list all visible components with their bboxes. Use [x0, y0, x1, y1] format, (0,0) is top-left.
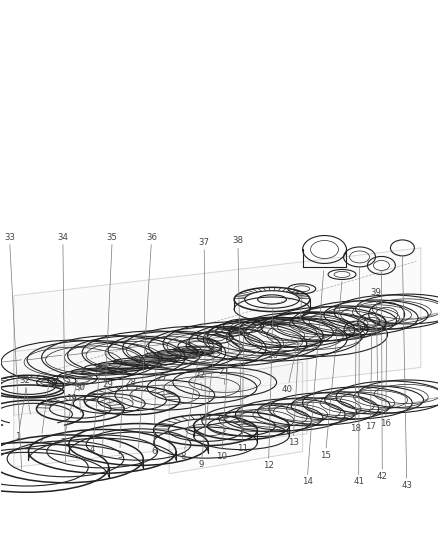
Text: 5: 5: [117, 372, 123, 459]
Text: 1: 1: [15, 387, 26, 441]
Text: 9: 9: [198, 343, 215, 469]
Polygon shape: [14, 319, 306, 467]
Text: 6: 6: [151, 363, 156, 456]
Text: 17: 17: [364, 330, 375, 431]
Text: 18: 18: [349, 337, 360, 433]
Text: 32: 32: [19, 376, 30, 414]
Text: 3: 3: [60, 381, 77, 447]
Text: 40: 40: [281, 340, 297, 394]
Text: 27: 27: [156, 374, 167, 398]
Text: 30: 30: [74, 383, 85, 413]
Polygon shape: [169, 362, 302, 474]
Text: 20: 20: [267, 333, 297, 360]
Text: 19: 19: [66, 363, 106, 403]
Text: 34: 34: [57, 233, 68, 462]
Text: 37: 37: [198, 238, 209, 434]
Text: 41: 41: [352, 266, 364, 486]
Text: 39: 39: [370, 287, 381, 398]
Text: 35: 35: [102, 233, 117, 455]
Text: 22: 22: [194, 371, 205, 390]
Text: 11: 11: [236, 332, 247, 453]
Text: 10: 10: [215, 337, 229, 461]
Text: 4: 4: [90, 375, 99, 454]
Text: 36: 36: [138, 233, 157, 448]
Text: 16: 16: [379, 324, 390, 428]
Text: 38: 38: [232, 237, 243, 430]
Text: 33: 33: [4, 233, 21, 470]
Text: 29: 29: [102, 380, 113, 406]
Text: 21: 21: [218, 367, 229, 384]
Text: 42: 42: [376, 272, 387, 481]
Text: 14: 14: [301, 271, 323, 486]
Text: 2: 2: [38, 383, 49, 445]
Polygon shape: [14, 248, 420, 415]
Text: 13: 13: [287, 294, 301, 447]
Text: 43: 43: [400, 256, 411, 490]
Text: 12: 12: [262, 308, 273, 470]
Text: 28: 28: [125, 378, 136, 403]
Text: 15: 15: [319, 281, 341, 459]
Text: 8: 8: [180, 351, 199, 461]
